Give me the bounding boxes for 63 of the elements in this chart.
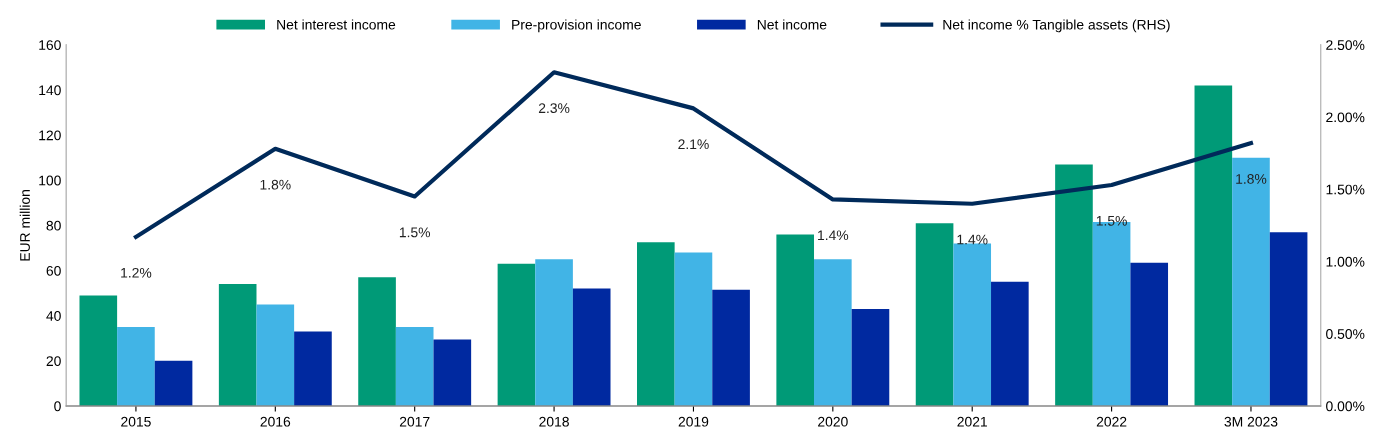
y-tick-label: 80 [46,220,61,231]
x-tick-label: 2017 [399,416,430,427]
data-label: 2.3% [538,103,570,114]
bar [358,277,396,406]
y-tick-label: 20 [46,356,61,367]
x-tick-label: 2019 [678,416,709,427]
bar [814,259,852,406]
data-label: 1.4% [957,234,988,245]
bar [776,234,815,406]
bar [1194,85,1233,406]
legend-label: Net income [757,19,827,30]
data-label: 1.5% [399,227,431,238]
x-tick-label: 2021 [957,416,987,427]
data-label: 2.1% [678,139,709,150]
bar [572,288,611,406]
y-axis-title: EUR million [19,190,30,261]
bar [915,223,954,406]
data-label: 1.8% [1236,173,1267,184]
bar [79,295,118,406]
bar [991,281,1029,406]
y2-tick-label: 2.00% [1326,112,1365,123]
x-tick-label: 2020 [818,416,848,427]
y-tick-label: 160 [39,40,61,50]
bar [637,242,675,406]
y2-tick-label: 0.00% [1326,401,1365,412]
bar [294,331,332,406]
bar [433,339,472,406]
bar [218,284,257,406]
x-tick-label: 3M 2023 [1224,416,1278,427]
bar [1269,232,1308,406]
bar [395,326,434,406]
bar [117,326,155,406]
bar [674,252,713,406]
bar [154,360,193,406]
x-tick-label: 2015 [121,416,151,427]
x-tick-label: 2016 [260,416,291,427]
data-label: 1.8% [260,179,291,190]
bar [1232,157,1270,406]
bar [953,243,992,406]
y-tick-label: 100 [39,175,61,186]
bar [712,289,750,406]
bar [497,263,536,406]
data-label: 1.4% [818,230,849,241]
y-tick-label: 40 [46,311,61,321]
y2-tick-label: 1.50% [1326,184,1365,195]
bar [256,304,295,406]
bar [535,259,573,406]
y-tick-label: 0 [54,401,61,412]
legend-label: Net interest income [277,19,396,30]
y-tick-label: 60 [46,265,61,276]
legend-label: Net income % Tangible assets (RHS) [943,19,1170,33]
y2-tick-label: 0.50% [1326,329,1365,339]
bar [1055,164,1093,406]
y2-tick-label: 2.50% [1326,40,1365,50]
y2-tick-label: 1.00% [1326,256,1365,267]
y-tick-label: 120 [39,130,61,141]
x-tick-label: 2018 [539,416,569,427]
bar [851,308,890,406]
x-tick-label: 2022 [1096,416,1127,427]
y-tick-label: 140 [39,85,61,96]
legend-label: Pre-provision income [512,19,641,33]
bar [1130,262,1169,406]
data-label: 1.2% [121,267,152,278]
